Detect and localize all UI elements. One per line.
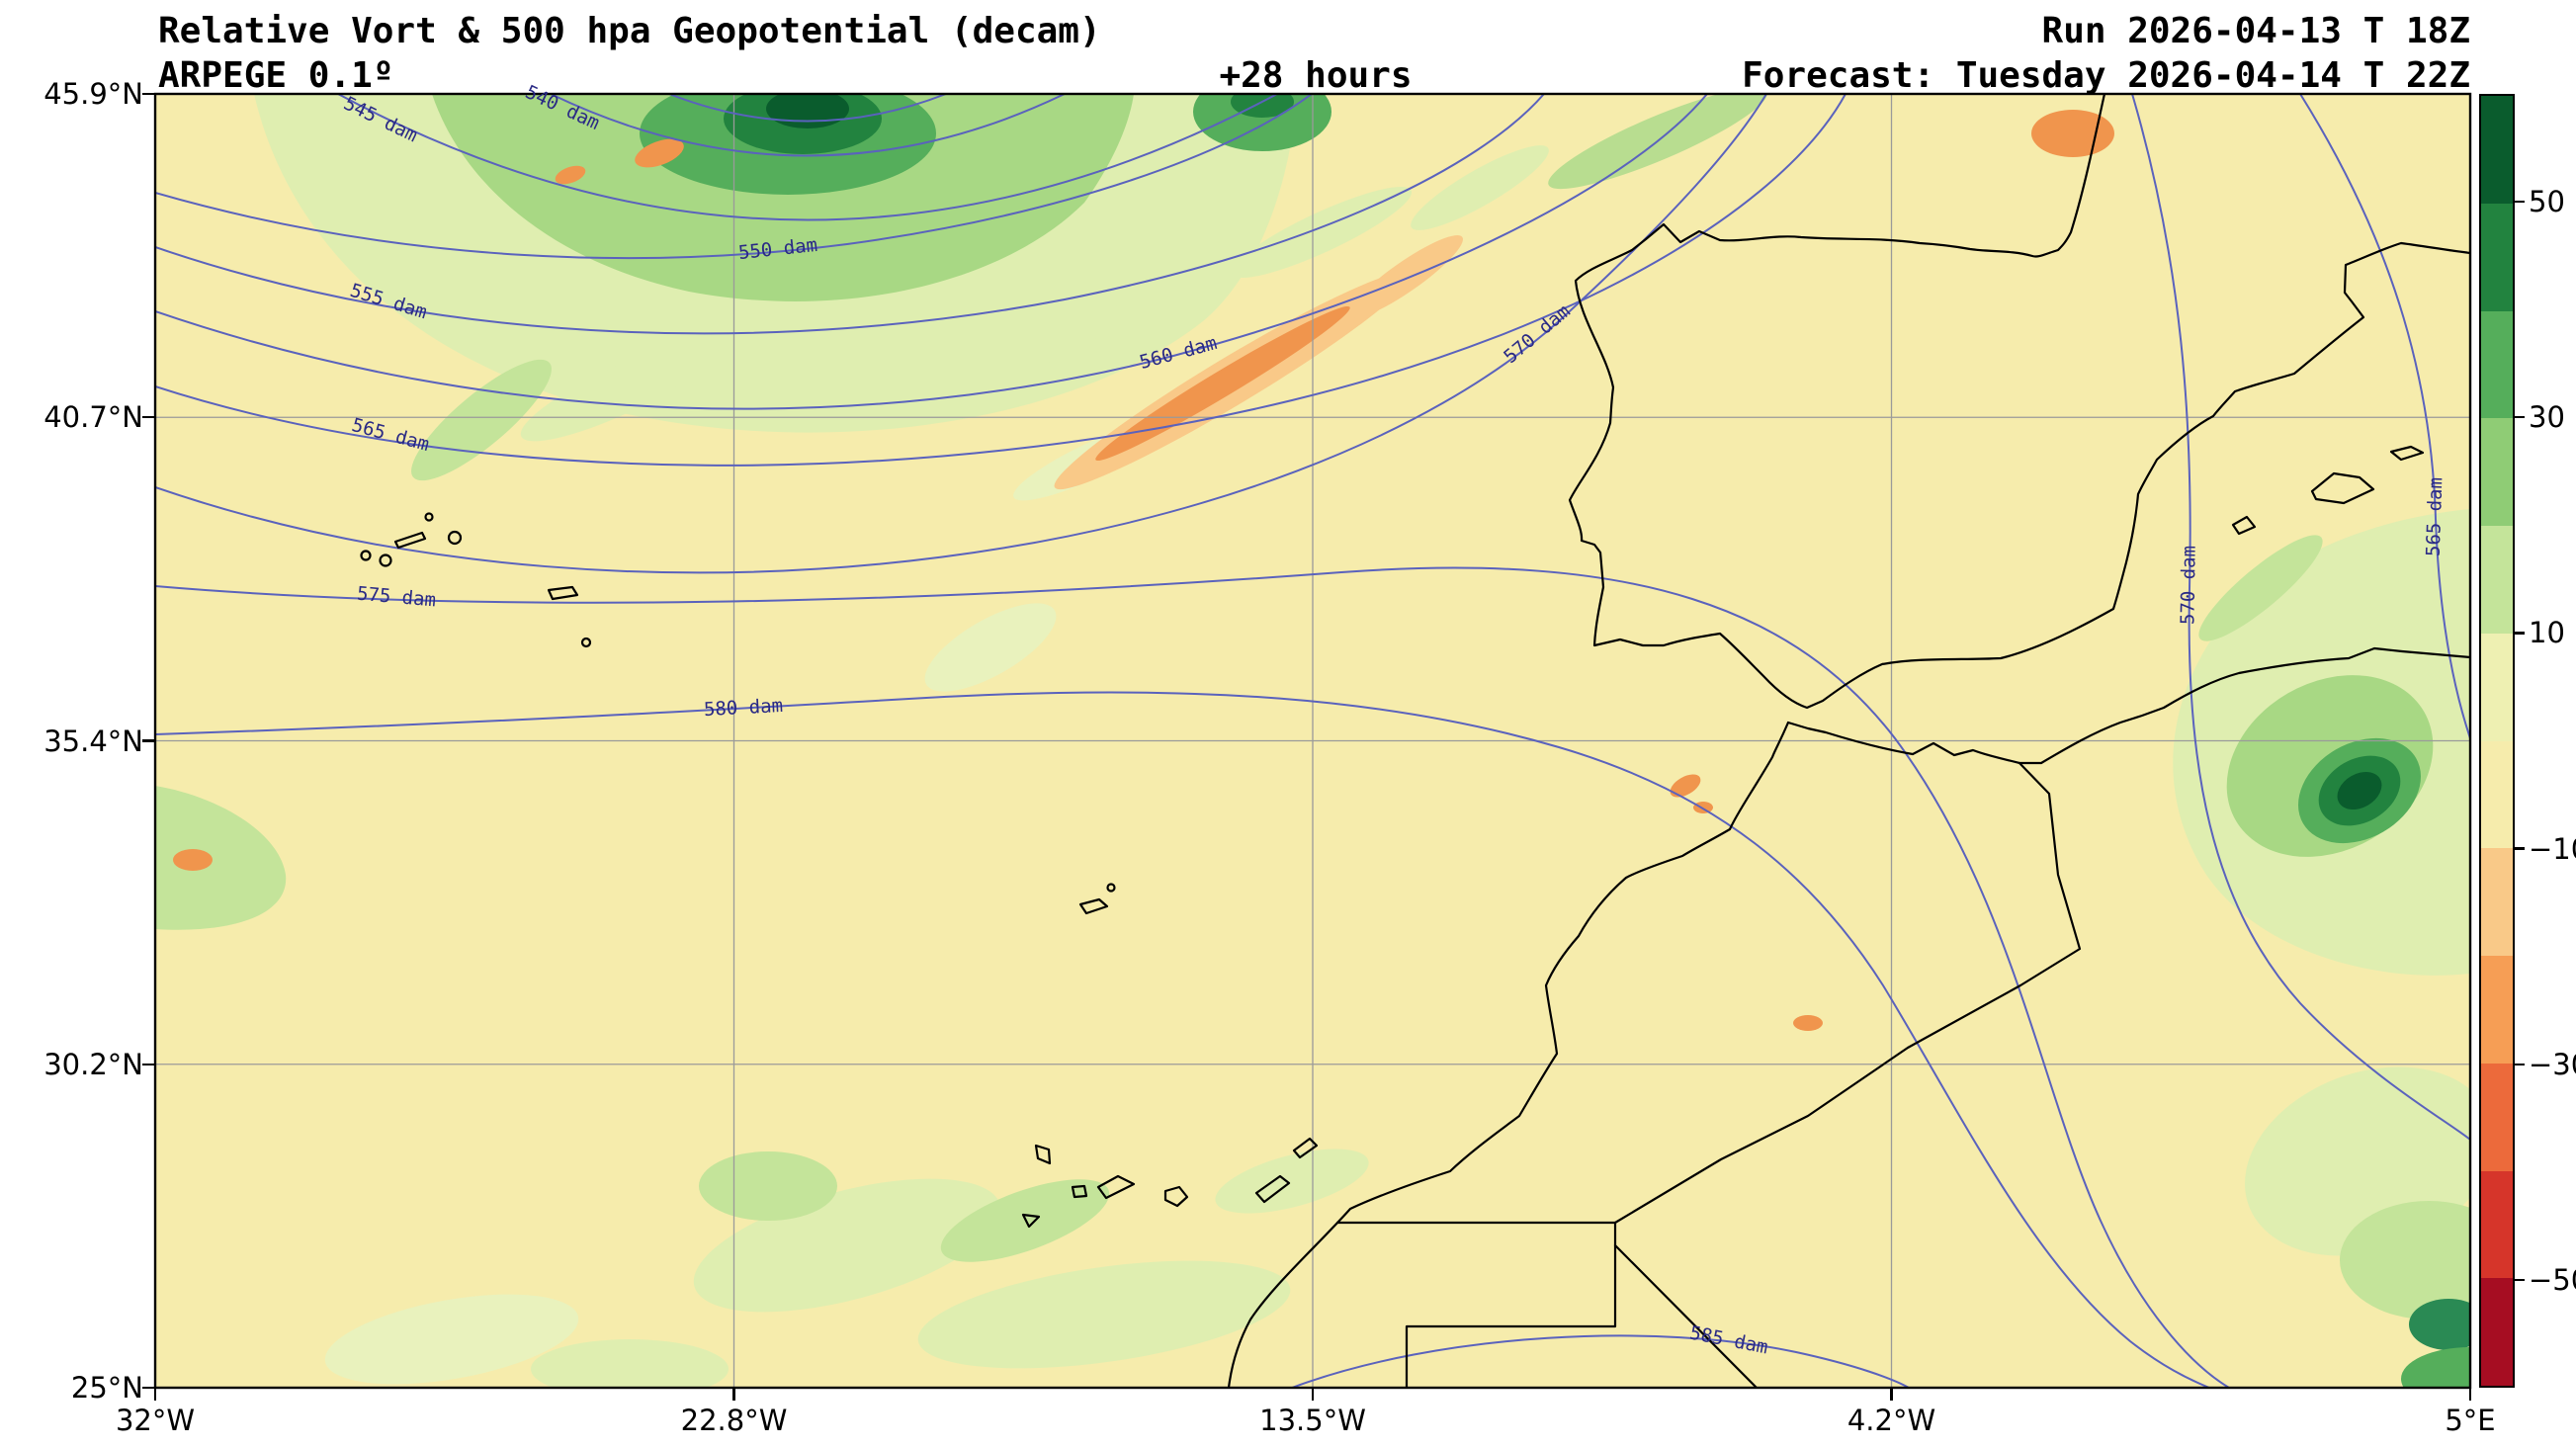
y-axis-tick-mark [142, 416, 155, 419]
x-axis-tick-label: 5°E [2445, 1404, 2496, 1437]
y-axis-tick-mark [142, 739, 155, 742]
colorbar-tick-label: −10 [2529, 831, 2576, 866]
y-axis-tick-label: 35.4°N [43, 724, 143, 758]
colorbar-tick-mark [2515, 1278, 2525, 1282]
colorbar-tick-label: −50 [2529, 1262, 2576, 1297]
colorbar-segment [2481, 310, 2513, 419]
x-axis-tick-mark [153, 1388, 157, 1401]
border-western-sahara [1335, 1221, 1617, 1388]
x-axis-tick-label: 4.2°W [1846, 1404, 1936, 1437]
contour-535-dam [668, 94, 947, 123]
lead-time-label: +28 hours [1219, 55, 1413, 96]
contour-label: 570 dam [2177, 545, 2200, 626]
contour-570-dam-east [2131, 94, 2470, 1141]
contour-570-dam-west [155, 94, 1767, 574]
contour-585-dam [1291, 1334, 1910, 1388]
contour-575-dam [155, 566, 2230, 1388]
chart-title: Relative Vort & 500 hpa Geopotential (de… [158, 11, 1101, 51]
border-morocco-algeria [1613, 761, 2082, 1225]
y-axis-tick-label: 30.2°N [43, 1047, 143, 1081]
coastline-africa-atlantic [1227, 721, 1790, 1388]
contour-540-dam [550, 94, 1066, 157]
x-axis-tick-mark [1311, 1388, 1315, 1401]
colorbar-tick-label: 30 [2529, 400, 2565, 435]
colorbar-segment [2481, 418, 2513, 526]
x-axis-tick-mark [2468, 1388, 2472, 1401]
forecast-label: Forecast: Tuesday 2026-04-14 T 22Z [1742, 55, 2470, 96]
vorticity-bullseye-algeria [2298, 737, 2421, 844]
contour-565-dam-west [155, 94, 1846, 467]
islands-azores [360, 512, 592, 648]
x-axis-tick-mark [732, 1388, 735, 1401]
contour-560-dam [155, 94, 1708, 410]
islands-balearic [2231, 445, 2425, 536]
y-axis-tick-label: 25°N [70, 1371, 143, 1405]
colorbar-tick-mark [2515, 1063, 2525, 1065]
y-axis-tick-label: 45.9°N [43, 77, 143, 111]
contour-555-dam [155, 94, 1545, 335]
contour-label: 565 dam [2422, 476, 2447, 557]
colorbar-tick-mark [2515, 200, 2525, 204]
coastline-iberia-france [1568, 94, 2470, 710]
colorbar-segment [2481, 848, 2513, 956]
y-axis-tick-mark [142, 92, 155, 96]
islands-madeira [1078, 883, 1116, 915]
y-axis-tick-mark [142, 1063, 155, 1065]
x-axis-tick-mark [1890, 1388, 1893, 1401]
vorticity-positive-fills [155, 94, 2470, 1388]
x-axis-tick-label: 32°W [115, 1404, 196, 1437]
geopotential-contours [155, 94, 2470, 1388]
colorbar-segment [2481, 1278, 2513, 1386]
y-axis-tick-mark [142, 1386, 155, 1390]
colorbar-segment [2481, 740, 2513, 849]
colorbar-segment [2481, 526, 2513, 634]
model-label: ARPEGE 0.1º [158, 55, 394, 96]
colorbar-tick-mark [2515, 416, 2525, 419]
colorbar-segment [2481, 1063, 2513, 1171]
run-label: Run 2026-04-13 T 18Z [2041, 11, 2470, 51]
contour-580-dam [155, 691, 2210, 1388]
coastline-africa-mediterranean [1786, 646, 2470, 765]
coastlines-and-borders [360, 94, 2470, 1388]
colorbar-tick-label: 10 [2529, 616, 2565, 650]
border-algeria-mauritania [1613, 1243, 1759, 1388]
contour-545-dam [337, 94, 1278, 221]
x-axis-tick-label: 22.8°W [680, 1404, 788, 1437]
vorticity-negative-fills [173, 110, 2114, 1031]
colorbar-segment [2481, 1170, 2513, 1279]
colorbar-segment [2481, 203, 2513, 311]
colorbar-segment [2481, 633, 2513, 741]
colorbar-segment [2481, 96, 2513, 204]
gridlines [155, 94, 2470, 1388]
colorbar [2479, 94, 2515, 1388]
contour-label: 580 dam [703, 694, 784, 722]
colorbar-tick-label: −30 [2529, 1047, 2576, 1081]
islands-canary [1021, 1137, 1319, 1229]
colorbar-tick-mark [2515, 847, 2525, 850]
x-axis-tick-label: 13.5°W [1259, 1404, 1366, 1437]
colorbar-tick-mark [2515, 632, 2525, 635]
y-axis-tick-label: 40.7°N [43, 400, 143, 435]
contour-565-dam-east [2299, 94, 2470, 739]
colorbar-tick-label: 50 [2529, 185, 2565, 219]
colorbar-segment [2481, 956, 2513, 1064]
contour-550-dam [155, 94, 1313, 260]
